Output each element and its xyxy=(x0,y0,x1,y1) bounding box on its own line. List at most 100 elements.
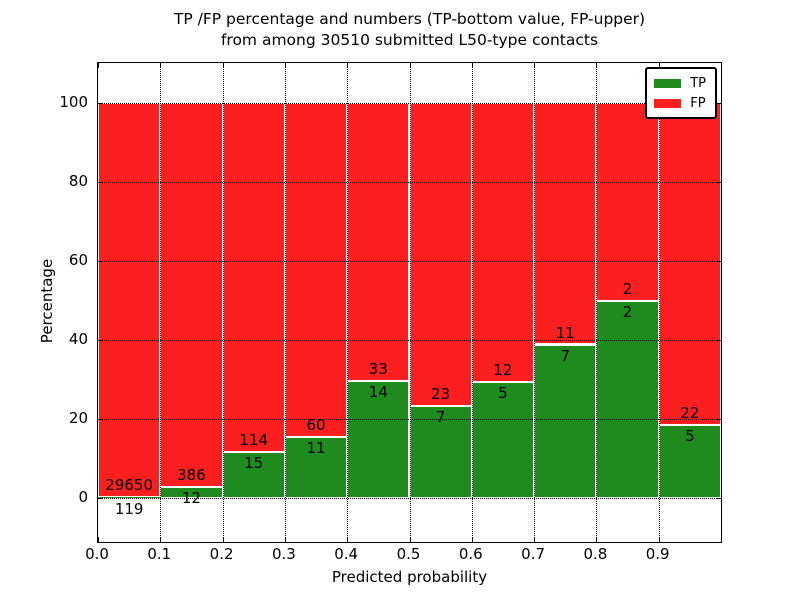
x-tick-mark xyxy=(471,537,473,542)
v-gridline xyxy=(658,63,660,542)
tp-count-label: 5 xyxy=(498,384,508,403)
legend-label-fp: FP xyxy=(690,95,706,111)
bar-fp-segment xyxy=(534,102,597,345)
x-axis-label: Predicted probability xyxy=(331,568,488,586)
y-tick-mark xyxy=(716,260,721,262)
legend-item-fp: FP xyxy=(654,93,706,113)
y-tick-mark xyxy=(98,102,103,104)
fp-count-label: 33 xyxy=(368,359,388,378)
y-tick-label: 100 xyxy=(59,92,88,111)
tp-count-label: 14 xyxy=(368,382,388,401)
legend-item-tp: TP xyxy=(654,73,706,93)
y-tick-mark xyxy=(716,181,721,183)
y-tick-mark xyxy=(98,340,103,342)
bar-fp-segment xyxy=(160,102,223,487)
x-tick-mark xyxy=(596,537,598,542)
x-tick-label: 0.7 xyxy=(521,545,546,563)
bar-tp-segment xyxy=(596,300,659,499)
y-tick-mark xyxy=(98,419,103,421)
x-tick-mark xyxy=(284,537,286,542)
y-tick-mark xyxy=(716,340,721,342)
bar-tp-segment xyxy=(222,452,285,499)
bar-tp-segment xyxy=(471,382,535,499)
chart-title-line2: from among 30510 submitted L50-type cont… xyxy=(220,31,599,49)
bar-tp-segment xyxy=(98,496,161,499)
x-tick-mark xyxy=(160,537,162,542)
y-tick-mark xyxy=(716,419,721,421)
bar-tp-segment xyxy=(347,380,410,499)
x-tick-label: 0.8 xyxy=(583,545,608,563)
tp-count-label: 15 xyxy=(244,454,264,473)
x-tick-label: 0.9 xyxy=(645,545,670,563)
bar-fp-segment xyxy=(284,102,348,438)
y-tick-label: 20 xyxy=(68,409,88,428)
y-tick-label: 0 xyxy=(78,488,88,507)
v-gridline xyxy=(534,63,536,542)
x-tick-mark xyxy=(596,63,598,68)
v-gridline xyxy=(347,63,349,542)
legend: TP FP xyxy=(645,67,717,119)
plot-area: TP FP 29650 119 386 12 114 15 60 11 33 14 23 7 12 5 11… xyxy=(97,62,722,543)
fp-count-label: 29650 xyxy=(105,475,153,494)
x-tick-mark xyxy=(534,537,536,542)
v-gridline xyxy=(160,63,162,542)
y-tick-mark xyxy=(716,102,721,104)
legend-label-tp: TP xyxy=(690,75,706,91)
y-tick-label: 60 xyxy=(68,250,88,269)
tp-count-label: 11 xyxy=(306,439,326,458)
y-tick-label: 80 xyxy=(68,171,88,190)
fp-count-label: 60 xyxy=(306,416,326,435)
bar-fp-segment xyxy=(471,102,535,382)
x-tick-label: 0.4 xyxy=(334,545,359,563)
x-tick-mark xyxy=(222,63,224,68)
x-tick-mark xyxy=(658,537,660,542)
tp-count-label: 2 xyxy=(622,302,633,321)
y-tick-mark xyxy=(98,181,103,183)
bar-fp-segment xyxy=(98,102,161,497)
y-tick-label: 40 xyxy=(68,330,88,349)
tp-count-label: 5 xyxy=(685,427,695,446)
bar-fp-segment xyxy=(596,102,659,301)
x-tick-label: 0.0 xyxy=(85,545,109,563)
bar-fp-segment xyxy=(658,102,721,426)
bar-tp-segment xyxy=(409,406,472,499)
fp-count-label: 12 xyxy=(493,361,513,380)
x-tick-label: 0.5 xyxy=(396,545,421,563)
tp-count-label: 7 xyxy=(560,346,571,365)
v-gridline xyxy=(596,63,598,542)
y-tick-mark xyxy=(98,498,103,500)
fp-count-label: 22 xyxy=(680,404,700,423)
y-tick-mark xyxy=(98,260,103,262)
bar-fp-segment xyxy=(347,102,410,381)
fp-count-label: 23 xyxy=(431,385,451,404)
fp-color-swatch xyxy=(654,98,682,108)
x-tick-mark xyxy=(160,63,162,68)
chart-title: TP /FP percentage and numbers (TP-bottom… xyxy=(97,9,722,51)
tp-count-label: 12 xyxy=(181,488,201,507)
x-tick-mark xyxy=(658,63,660,68)
x-tick-mark xyxy=(471,63,473,68)
v-gridline xyxy=(471,63,473,542)
fp-count-label: 114 xyxy=(239,431,269,450)
fp-count-label: 2 xyxy=(622,279,633,298)
x-tick-label: 0.1 xyxy=(147,545,172,563)
x-tick-label: 0.2 xyxy=(209,545,234,563)
v-gridline xyxy=(409,63,411,542)
fp-count-label: 11 xyxy=(555,323,575,342)
bar-fp-segment xyxy=(409,102,472,407)
v-gridline xyxy=(284,63,286,542)
tp-count-label: 7 xyxy=(435,408,446,427)
tp-count-label: 119 xyxy=(114,500,144,519)
bar-tp-segment xyxy=(658,425,721,499)
bar-fp-segment xyxy=(222,102,285,453)
x-tick-label: 0.6 xyxy=(458,545,483,563)
fp-count-label: 386 xyxy=(177,465,206,484)
chart-title-line1: TP /FP percentage and numbers (TP-bottom… xyxy=(173,10,646,28)
v-gridline xyxy=(222,63,224,542)
bar-tp-segment xyxy=(534,344,597,499)
x-tick-mark xyxy=(284,63,286,68)
x-tick-mark xyxy=(534,63,536,68)
x-tick-mark xyxy=(347,63,349,68)
tp-color-swatch xyxy=(654,78,682,88)
